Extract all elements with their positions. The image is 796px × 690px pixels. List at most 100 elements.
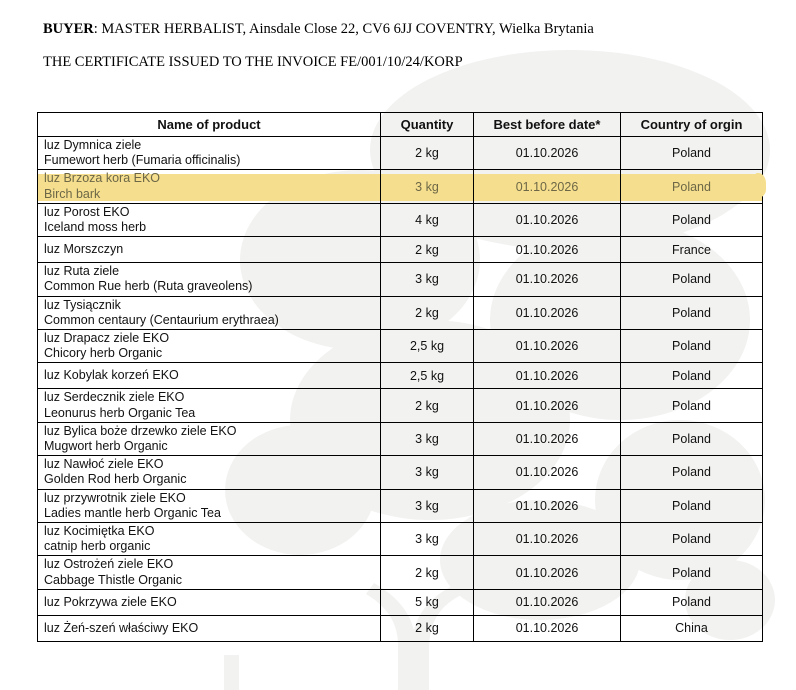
product-name-cell: luz Tysiącznik Common centaury (Centauri… xyxy=(37,295,381,331)
product-name-line1: luz Ostrożeń ziele EKO xyxy=(44,557,174,572)
product-name-line2: Cabbage Thistle Organic xyxy=(44,572,183,587)
table-row: luz Pokrzywa ziele EKO 5 kg 01.10.2026 P… xyxy=(37,588,763,616)
country-cell: Poland xyxy=(620,295,763,331)
best-before-cell: 01.10.2026 xyxy=(473,555,621,590)
table-row: luz Dymnica ziele Fumewort herb (Fumaria… xyxy=(37,135,763,171)
product-table-body: luz Dymnica ziele Fumewort herb (Fumaria… xyxy=(37,135,767,642)
product-name-cell: luz Ostrożeń ziele EKO Cabbage Thistle O… xyxy=(37,555,381,590)
product-name-line2: Ladies mantle herb Organic Tea xyxy=(44,505,221,520)
country-cell: Poland xyxy=(620,329,763,364)
best-before-cell: 01.10.2026 xyxy=(473,488,621,524)
table-row: luz Nawłoć ziele EKO Golden Rod herb Org… xyxy=(37,455,763,490)
product-name-cell: luz Ruta ziele Common Rue herb (Ruta gra… xyxy=(37,262,381,297)
country-cell: Poland xyxy=(620,555,763,590)
product-name-cell: luz Kobylak korzeń EKO xyxy=(37,362,381,390)
product-name-line1: luz Kobylak korzeń EKO xyxy=(44,368,179,383)
quantity-cell: 4 kg xyxy=(380,202,474,238)
product-name-line1: luz Nawłoć ziele EKO xyxy=(44,457,164,472)
product-name-cell: luz Drapacz ziele EKO Chicory herb Organ… xyxy=(37,329,381,364)
product-name-line2: Fumewort herb (Fumaria officinalis) xyxy=(44,153,241,168)
product-name-line1: luz Tysiącznik xyxy=(44,297,121,312)
best-before-cell: 01.10.2026 xyxy=(473,455,621,490)
product-name-line1: luz Bylica boże drzewko ziele EKO xyxy=(44,423,237,438)
product-name-line1: luz Brzoza kora EKO xyxy=(44,171,161,186)
product-table: Name of product Quantity Best before dat… xyxy=(37,112,767,642)
table-row: luz przywrotnik ziele EKO Ladies mantle … xyxy=(37,488,763,524)
country-cell: China xyxy=(620,614,763,642)
country-cell: Poland xyxy=(620,262,763,297)
country-cell: Poland xyxy=(620,388,763,423)
country-cell: Poland xyxy=(620,588,763,616)
product-name-line2: Mugwort herb Organic xyxy=(44,439,168,454)
product-name-cell: luz Kocimiętka EKO catnip herb organic xyxy=(37,522,381,557)
product-name-cell: luz Morszczyn xyxy=(37,236,381,264)
product-name-cell: luz Brzoza kora EKO Birch bark xyxy=(37,169,381,204)
quantity-cell: 5 kg xyxy=(380,588,474,616)
header-name-of-product: Name of product xyxy=(37,112,381,137)
best-before-cell: 01.10.2026 xyxy=(473,236,621,264)
country-cell: Poland xyxy=(620,488,763,524)
table-row: luz Ruta ziele Common Rue herb (Ruta gra… xyxy=(37,262,763,297)
table-row: luz Kocimiętka EKO catnip herb organic 3… xyxy=(37,522,763,557)
table-row: luz Drapacz ziele EKO Chicory herb Organ… xyxy=(37,329,763,364)
quantity-cell: 2 kg xyxy=(380,614,474,642)
product-name-cell: luz Nawłoć ziele EKO Golden Rod herb Org… xyxy=(37,455,381,490)
quantity-cell: 2 kg xyxy=(380,388,474,423)
best-before-cell: 01.10.2026 xyxy=(473,295,621,331)
best-before-cell: 01.10.2026 xyxy=(473,522,621,557)
quantity-cell: 3 kg xyxy=(380,169,474,204)
quantity-cell: 2 kg xyxy=(380,295,474,331)
buyer-line: BUYER: MASTER HERBALIST, Ainsdale Close … xyxy=(43,20,594,38)
buyer-details: : MASTER HERBALIST, Ainsdale Close 22, C… xyxy=(93,21,594,37)
country-cell: Poland xyxy=(620,455,763,490)
table-row: luz Ostrożeń ziele EKO Cabbage Thistle O… xyxy=(37,555,763,590)
best-before-cell: 01.10.2026 xyxy=(473,421,621,457)
certificate-line: THE CERTIFICATE ISSUED TO THE INVOICE FE… xyxy=(43,54,463,70)
best-before-cell: 01.10.2026 xyxy=(473,588,621,616)
product-name-line1: luz Żeń-szeń właściwy EKO xyxy=(44,620,199,635)
quantity-cell: 3 kg xyxy=(380,421,474,457)
header-quantity: Quantity xyxy=(380,112,474,137)
quantity-cell: 3 kg xyxy=(380,522,474,557)
best-before-cell: 01.10.2026 xyxy=(473,262,621,297)
product-name-line1: luz Morszczyn xyxy=(44,242,124,257)
table-row: luz Tysiącznik Common centaury (Centauri… xyxy=(37,295,763,331)
product-table-head: Name of product Quantity Best before dat… xyxy=(37,112,763,137)
product-name-line2: Iceland moss herb xyxy=(44,220,147,235)
quantity-cell: 2 kg xyxy=(380,236,474,264)
product-name-line2: catnip herb organic xyxy=(44,539,151,554)
table-row: luz Porost EKO Iceland moss herb 4 kg 01… xyxy=(37,202,763,238)
product-name-line1: luz przywrotnik ziele EKO xyxy=(44,490,186,505)
best-before-cell: 01.10.2026 xyxy=(473,135,621,171)
table-row: luz Morszczyn 2 kg 01.10.2026 France xyxy=(37,236,763,264)
table-row: luz Brzoza kora EKO Birch bark 3 kg 01.1… xyxy=(37,169,767,204)
product-name-cell: luz Porost EKO Iceland moss herb xyxy=(37,202,381,238)
product-name-line1: luz Ruta ziele xyxy=(44,264,120,279)
header-country-of-orgin: Country of orgin xyxy=(620,112,763,137)
product-name-cell: luz przywrotnik ziele EKO Ladies mantle … xyxy=(37,488,381,524)
product-name-line2: Birch bark xyxy=(44,186,101,201)
product-name-line2: Leonurus herb Organic Tea xyxy=(44,405,196,420)
best-before-cell: 01.10.2026 xyxy=(473,388,621,423)
buyer-label: BUYER xyxy=(43,21,94,37)
best-before-cell: 01.10.2026 xyxy=(473,362,621,390)
product-name-line1: luz Drapacz ziele EKO xyxy=(44,331,170,346)
product-name-cell: luz Serdecznik ziele EKO Leonurus herb O… xyxy=(37,388,381,423)
table-row: luz Kobylak korzeń EKO 2,5 kg 01.10.2026… xyxy=(37,362,763,390)
best-before-cell: 01.10.2026 xyxy=(473,169,621,204)
quantity-cell: 3 kg xyxy=(380,262,474,297)
header-best-before-date: Best before date* xyxy=(473,112,621,137)
country-cell: Poland xyxy=(620,202,763,238)
quantity-cell: 2,5 kg xyxy=(380,329,474,364)
country-cell: Poland xyxy=(620,522,763,557)
product-name-line2: Common Rue herb (Ruta graveolens) xyxy=(44,279,253,294)
product-name-line2: Golden Rod herb Organic xyxy=(44,472,187,487)
product-name-line1: luz Serdecznik ziele EKO xyxy=(44,390,185,405)
product-name-line1: luz Kocimiętka EKO xyxy=(44,524,155,539)
product-name-cell: luz Dymnica ziele Fumewort herb (Fumaria… xyxy=(37,135,381,171)
country-cell: Poland xyxy=(620,169,767,204)
country-cell: Poland xyxy=(620,362,763,390)
product-name-line1: luz Porost EKO xyxy=(44,204,130,219)
